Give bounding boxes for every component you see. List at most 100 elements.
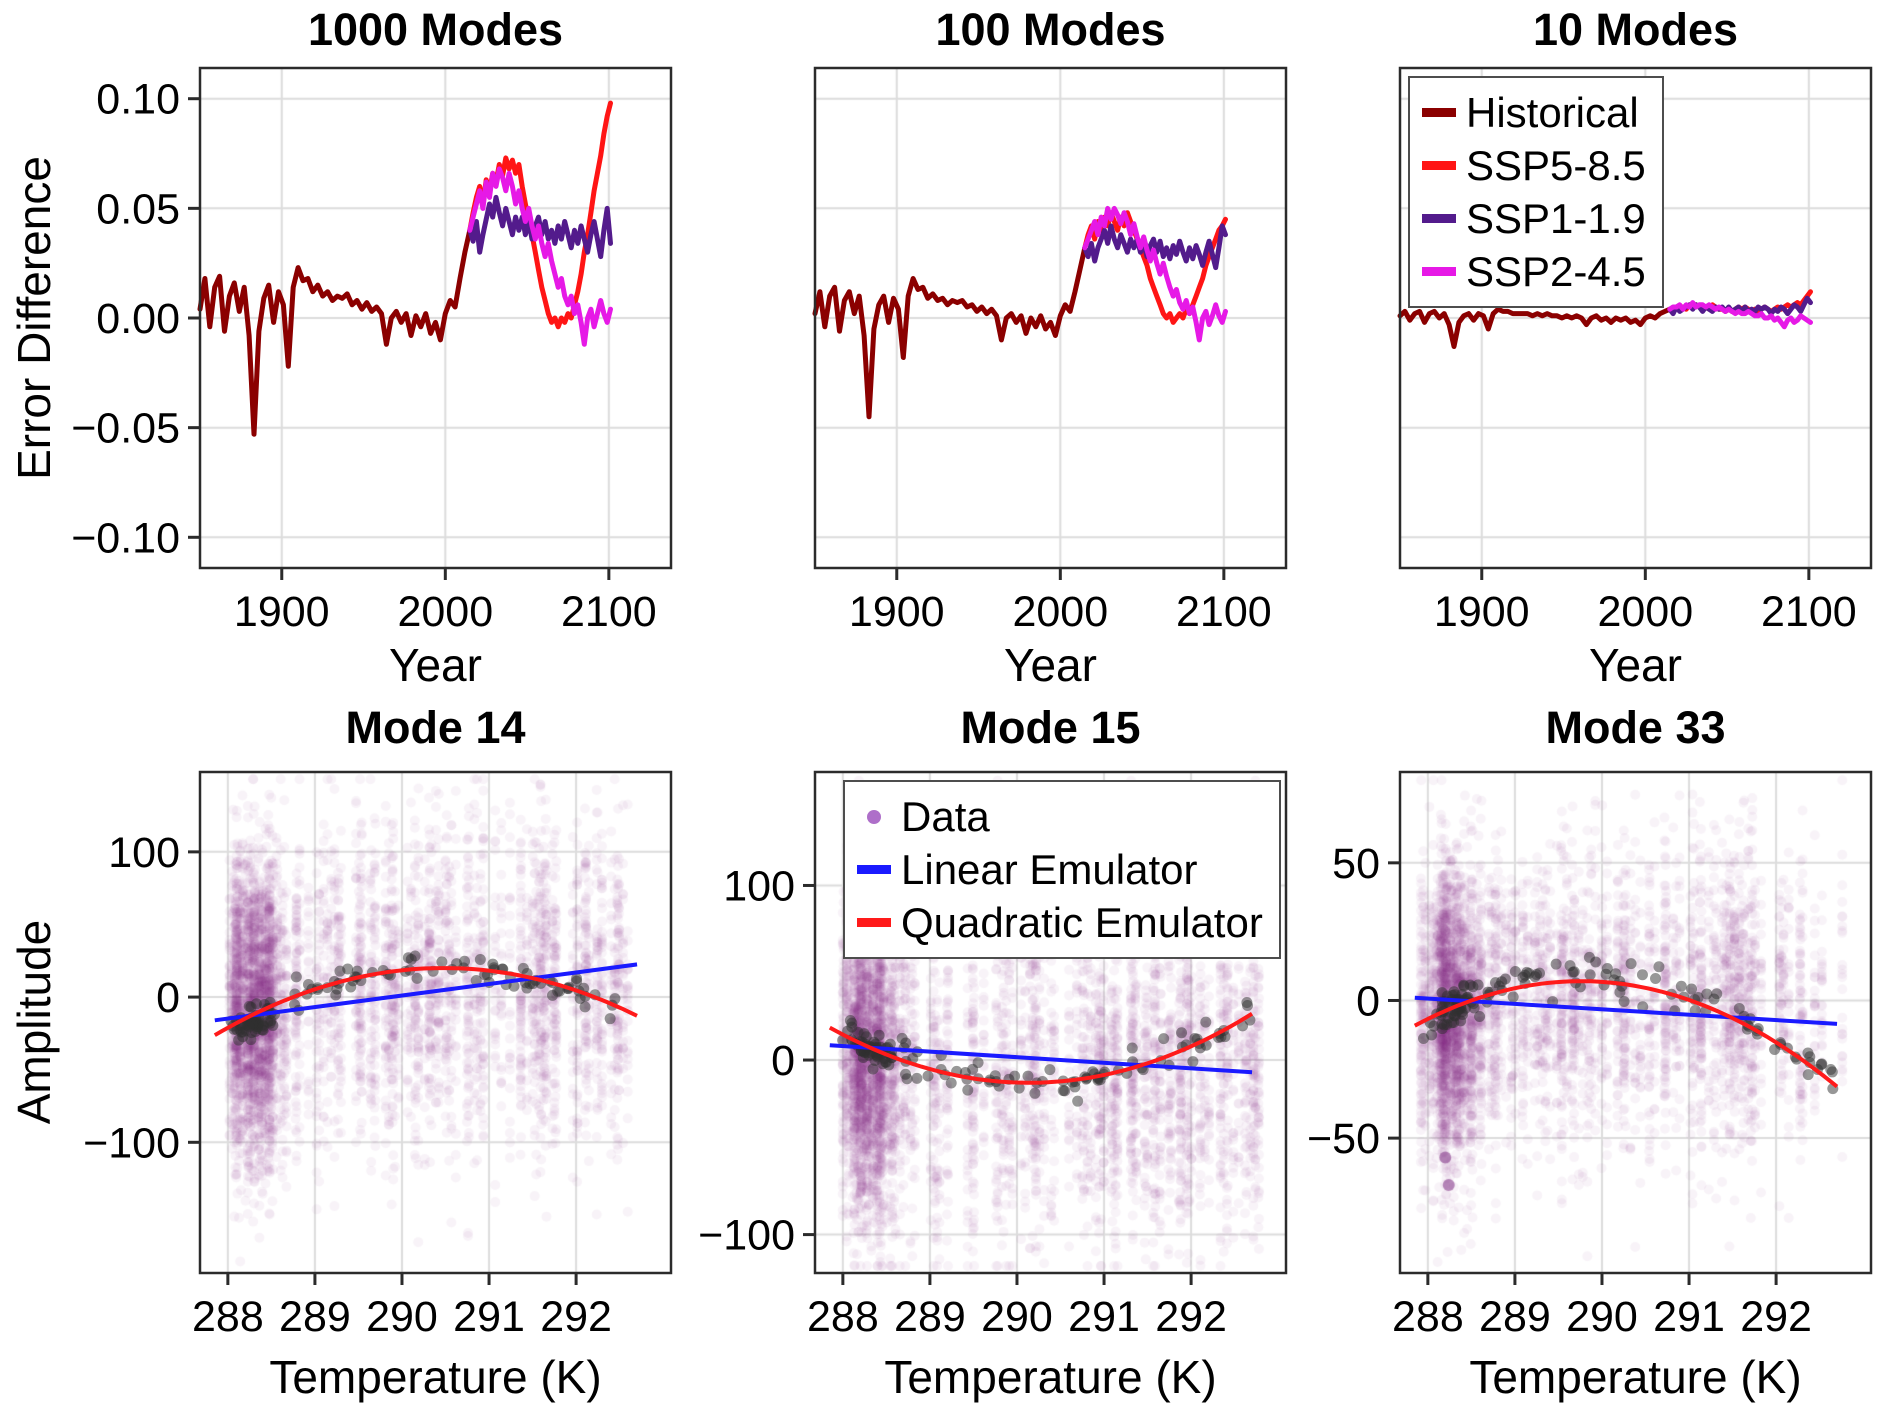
binned-mean-dot: [901, 1073, 913, 1085]
binned-mean-dot: [1241, 996, 1253, 1008]
y-tick-label: 0: [771, 1037, 795, 1085]
legend-item-ssp5-85: SSP5-8.5: [1422, 139, 1646, 192]
binned-mean-dot: [1625, 958, 1637, 970]
binned-mean-dot: [470, 975, 482, 987]
y-tick-label: −100: [698, 1212, 795, 1260]
binned-mean-dot: [1509, 966, 1521, 978]
binned-mean-dot: [1458, 979, 1470, 991]
binned-mean-dot: [1468, 1002, 1480, 1014]
panel-title-10-modes: 10 Modes: [1532, 4, 1739, 55]
legend-label: Historical: [1466, 88, 1639, 136]
binned-mean-dot: [1614, 986, 1626, 998]
legend-item-historical: Historical: [1422, 86, 1646, 139]
series-historical: [1397, 306, 1673, 349]
linear-emulator-line: [214, 962, 638, 1023]
panel-border: [198, 770, 673, 1275]
panel-title-mode-15: Mode 15: [960, 702, 1141, 753]
legend-scenarios: Historical SSP5-8.5 SSP1-1.9 SSP2-4.5: [1408, 76, 1664, 308]
binned-mean-dot: [1087, 1066, 1099, 1078]
historical-line-swatch: [1422, 108, 1456, 117]
x-axis-title-temperature-1: Temperature (K): [269, 1351, 602, 1403]
x-tick-label: 291: [1653, 1293, 1725, 1341]
panel-border: [1398, 66, 1873, 570]
x-tick-label: 292: [1740, 1293, 1812, 1341]
y-tick-label: 100: [723, 862, 795, 910]
y-tick-label: 50: [1332, 840, 1380, 888]
x-tick-label: 288: [1392, 1293, 1464, 1341]
binned-mean-dot: [1519, 969, 1531, 981]
x-tick-label: 1900: [849, 588, 945, 636]
binned-mean-dot: [867, 1063, 879, 1075]
binned-mean-dot: [868, 1036, 880, 1048]
binned-mean-dot: [1825, 1063, 1837, 1075]
binned-mean-dot: [409, 950, 421, 962]
y-tick-label: 0.05: [96, 185, 180, 233]
binned-mean-dot: [290, 971, 302, 983]
x-tick-label: 292: [1155, 1293, 1227, 1341]
binned-mean-dot: [1176, 1027, 1188, 1039]
binned-mean-dot: [547, 989, 559, 1001]
binned-mean-dot: [604, 1013, 616, 1025]
binned-mean-dot: [1675, 980, 1687, 992]
series-ssp119: [1082, 223, 1228, 271]
binned-mean-dot: [879, 1056, 891, 1068]
binned-mean-dot: [487, 958, 499, 970]
x-tick-label: 290: [981, 1293, 1053, 1341]
x-axis-title-year-1: Year: [389, 639, 482, 691]
series-ssp245: [467, 166, 613, 347]
binned-mean-dot: [571, 975, 583, 987]
binned-mean-dot: [1637, 1001, 1649, 1013]
legend-emulators: Data Linear Emulator Quadratic Emulator: [843, 780, 1281, 959]
binned-mean-dot: [411, 972, 423, 984]
binned-mean-dot: [1187, 1056, 1199, 1068]
panel-border: [813, 770, 1288, 1275]
binned-mean-dot: [1490, 977, 1502, 989]
y-tick-label: −0.05: [71, 405, 180, 453]
panel-border: [1398, 770, 1873, 1275]
binned-mean-dot: [1711, 988, 1723, 1000]
legend-item-linear-emulator: Linear Emulator: [857, 843, 1263, 896]
quadratic-emulator-curve: [213, 966, 638, 1037]
legend-label: SSP1-1.9: [1466, 194, 1646, 242]
x-tick-label: 2000: [1597, 588, 1693, 636]
binned-mean-dot: [1029, 1087, 1041, 1099]
binned-mean-dot: [474, 953, 486, 965]
y-tick-label: −100: [83, 1119, 180, 1167]
binned-mean-dot: [967, 1063, 979, 1075]
legend-item-ssp2-45: SSP2-4.5: [1422, 245, 1646, 298]
binned-mean-dot: [1158, 1033, 1170, 1045]
ssp5-85-line-swatch: [1422, 161, 1456, 170]
x-tick-label: 2100: [1176, 588, 1272, 636]
series-ssp245: [1667, 300, 1813, 330]
binned-mean-dot: [302, 979, 314, 991]
linear-emulator-line: [1414, 995, 1838, 1026]
x-tick-label: 290: [1566, 1293, 1638, 1341]
ssp2-45-line-swatch: [1422, 267, 1456, 276]
legend-label: SSP2-4.5: [1466, 247, 1646, 295]
binned-mean-dot: [1507, 991, 1519, 1003]
series-historical: [812, 245, 1088, 420]
binned-mean-dot: [1072, 1095, 1084, 1107]
binned-mean-dot: [962, 1084, 974, 1096]
ssp1-19-line-swatch: [1422, 214, 1456, 223]
x-tick-label: 289: [1479, 1293, 1551, 1341]
legend-item-data: Data: [857, 790, 1263, 843]
quadratic-emulator-curve: [1413, 979, 1839, 1089]
binned-mean-dot: [1653, 961, 1665, 973]
x-axis-title-temperature-2: Temperature (K): [884, 1351, 1217, 1403]
series-historical: [197, 227, 473, 437]
y-axis-title-error-difference: Error Difference: [8, 156, 60, 480]
x-axis-title-year-2: Year: [1004, 639, 1097, 691]
binned-mean-dot: [1804, 1051, 1816, 1063]
linear-emulator-line: [829, 1043, 1253, 1075]
x-tick-label: 289: [279, 1293, 351, 1341]
y-tick-label: 0: [1356, 977, 1380, 1025]
binned-mean-dot: [1200, 1016, 1212, 1028]
x-tick-label: 2000: [1012, 588, 1108, 636]
binned-mean-dot: [945, 1077, 957, 1089]
binned-mean-dot: [579, 1001, 591, 1013]
binned-mean-dot: [1426, 1029, 1438, 1041]
legend-label: Quadratic Emulator: [901, 898, 1263, 946]
